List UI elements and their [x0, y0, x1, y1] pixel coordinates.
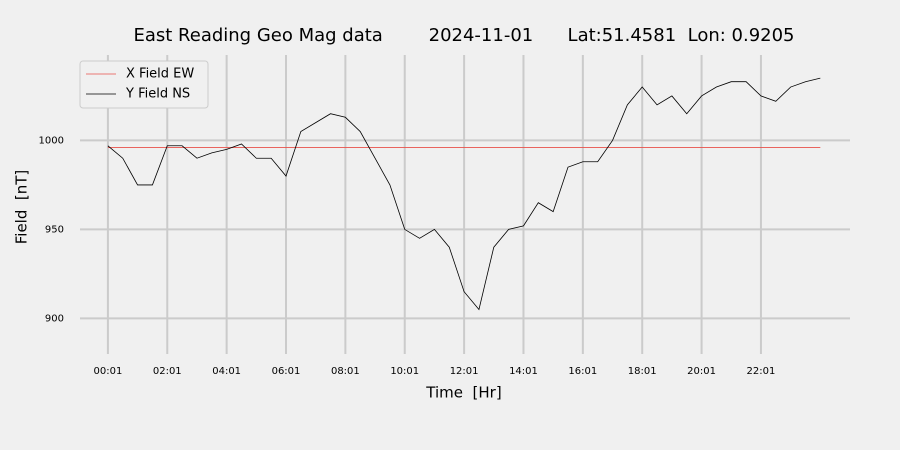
legend-label: X Field EW — [126, 67, 194, 82]
x-tick-label: 00:01 — [93, 366, 122, 377]
x-tick-label: 04:01 — [212, 366, 241, 377]
x-tick-label: 02:01 — [153, 366, 182, 377]
x-tick-label: 06:01 — [272, 366, 301, 377]
x-tick-label: 18:01 — [628, 366, 657, 377]
x-tick-label: 20:01 — [687, 366, 716, 377]
x-tick-label: 08:01 — [331, 366, 360, 377]
legend-box — [79, 60, 209, 109]
x-tick-label: 12:01 — [450, 366, 479, 377]
x-tick-label: 16:01 — [568, 366, 597, 377]
y-tick-label: 900 — [45, 313, 64, 324]
y-tick-label: 1000 — [39, 135, 64, 146]
x-tick-label: 22:01 — [747, 366, 776, 377]
data-line — [107, 77, 821, 311]
x-tick-label: 10:01 — [390, 366, 419, 377]
chart-title: East Reading Geo Mag data 2024-11-01 Lat… — [133, 25, 794, 46]
x-tick-label: 14:01 — [509, 366, 538, 377]
x-axis-label: Time [Hr] — [425, 384, 501, 402]
legend-label: Y Field NS — [125, 87, 190, 102]
y-axis-label: Field [nT] — [13, 170, 31, 245]
y-tick-label: 950 — [45, 224, 64, 235]
